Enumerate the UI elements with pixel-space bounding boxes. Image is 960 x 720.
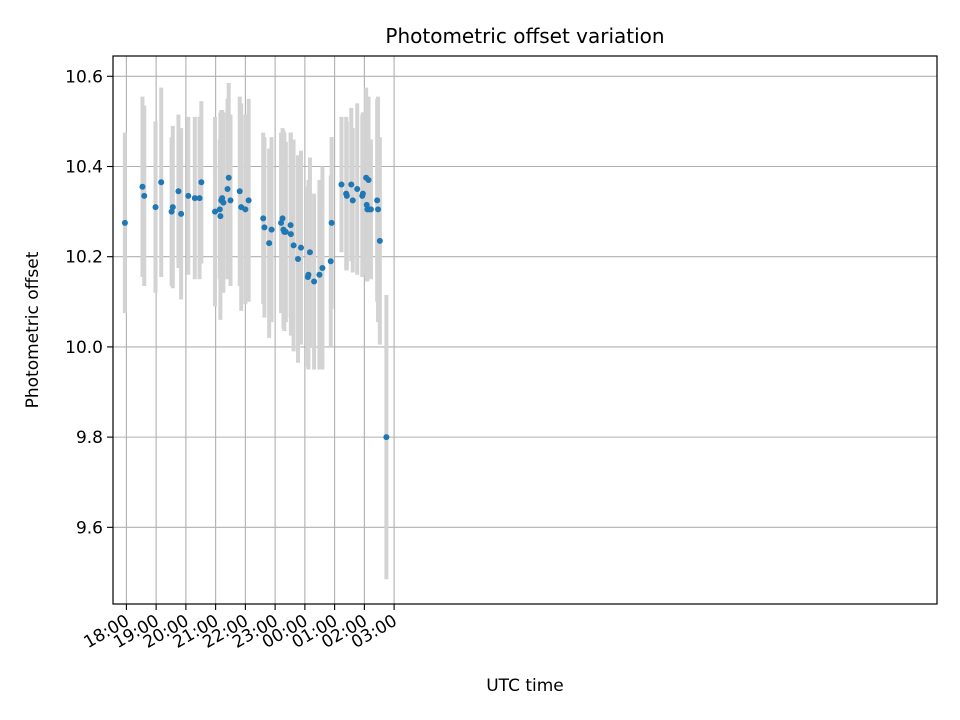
data-point xyxy=(305,271,312,278)
data-point xyxy=(363,201,370,208)
data-points xyxy=(121,174,390,441)
data-point xyxy=(224,186,231,193)
data-point xyxy=(139,183,146,190)
data-point xyxy=(266,240,273,247)
data-point xyxy=(279,215,286,222)
data-point xyxy=(185,192,192,199)
data-point xyxy=(287,231,294,238)
y-axis-label: Photometric offset xyxy=(23,251,43,408)
data-point xyxy=(383,434,390,441)
data-point xyxy=(191,195,198,202)
data-point xyxy=(311,278,318,285)
y-tick-label: 9.8 xyxy=(76,428,103,448)
data-point xyxy=(290,242,297,249)
data-point xyxy=(178,210,185,217)
chart-title: Photometric offset variation xyxy=(385,24,664,48)
data-point xyxy=(219,195,226,202)
y-axis-ticks: 9.6 9.8 10.0 10.2 10.4 10.6 xyxy=(65,67,113,538)
data-point xyxy=(298,244,305,251)
data-point xyxy=(278,219,285,226)
data-point xyxy=(319,264,326,271)
data-point xyxy=(121,219,128,226)
data-point xyxy=(367,206,374,213)
data-point xyxy=(169,204,176,211)
y-tick-label: 10.6 xyxy=(65,67,103,87)
y-tick-label: 9.6 xyxy=(76,518,103,538)
data-point xyxy=(282,228,289,235)
data-point xyxy=(365,177,372,184)
data-point xyxy=(158,179,165,186)
data-point xyxy=(225,174,232,181)
data-point xyxy=(349,197,356,204)
data-point xyxy=(260,215,267,222)
data-point xyxy=(175,188,182,195)
data-point xyxy=(348,181,355,188)
y-tick-label: 10.0 xyxy=(65,338,103,358)
data-point xyxy=(152,204,159,211)
data-point xyxy=(245,197,252,204)
data-point xyxy=(306,249,313,256)
data-point xyxy=(295,255,302,262)
data-point xyxy=(212,208,219,215)
data-point xyxy=(343,192,350,199)
plot-frame xyxy=(112,55,938,605)
data-point xyxy=(374,197,381,204)
data-point xyxy=(375,206,382,213)
data-point xyxy=(359,190,366,197)
y-tick-label: 10.2 xyxy=(65,248,103,268)
data-point xyxy=(261,224,268,231)
data-point xyxy=(220,199,227,206)
data-point xyxy=(328,219,335,226)
x-axis-label: UTC time xyxy=(486,676,564,696)
data-point xyxy=(141,192,148,199)
data-point xyxy=(316,271,323,278)
data-point xyxy=(354,186,361,193)
data-point xyxy=(216,206,223,213)
y-tick-label: 10.4 xyxy=(65,158,103,178)
data-point xyxy=(198,179,205,186)
data-point xyxy=(217,213,224,220)
data-point xyxy=(196,195,203,202)
data-point xyxy=(338,181,345,188)
data-point xyxy=(236,188,243,195)
data-point xyxy=(327,258,334,265)
data-point xyxy=(227,197,234,204)
data-point xyxy=(242,206,249,213)
data-point xyxy=(287,222,294,229)
data-point xyxy=(268,226,275,233)
data-point xyxy=(376,237,383,244)
data-point xyxy=(168,208,175,215)
